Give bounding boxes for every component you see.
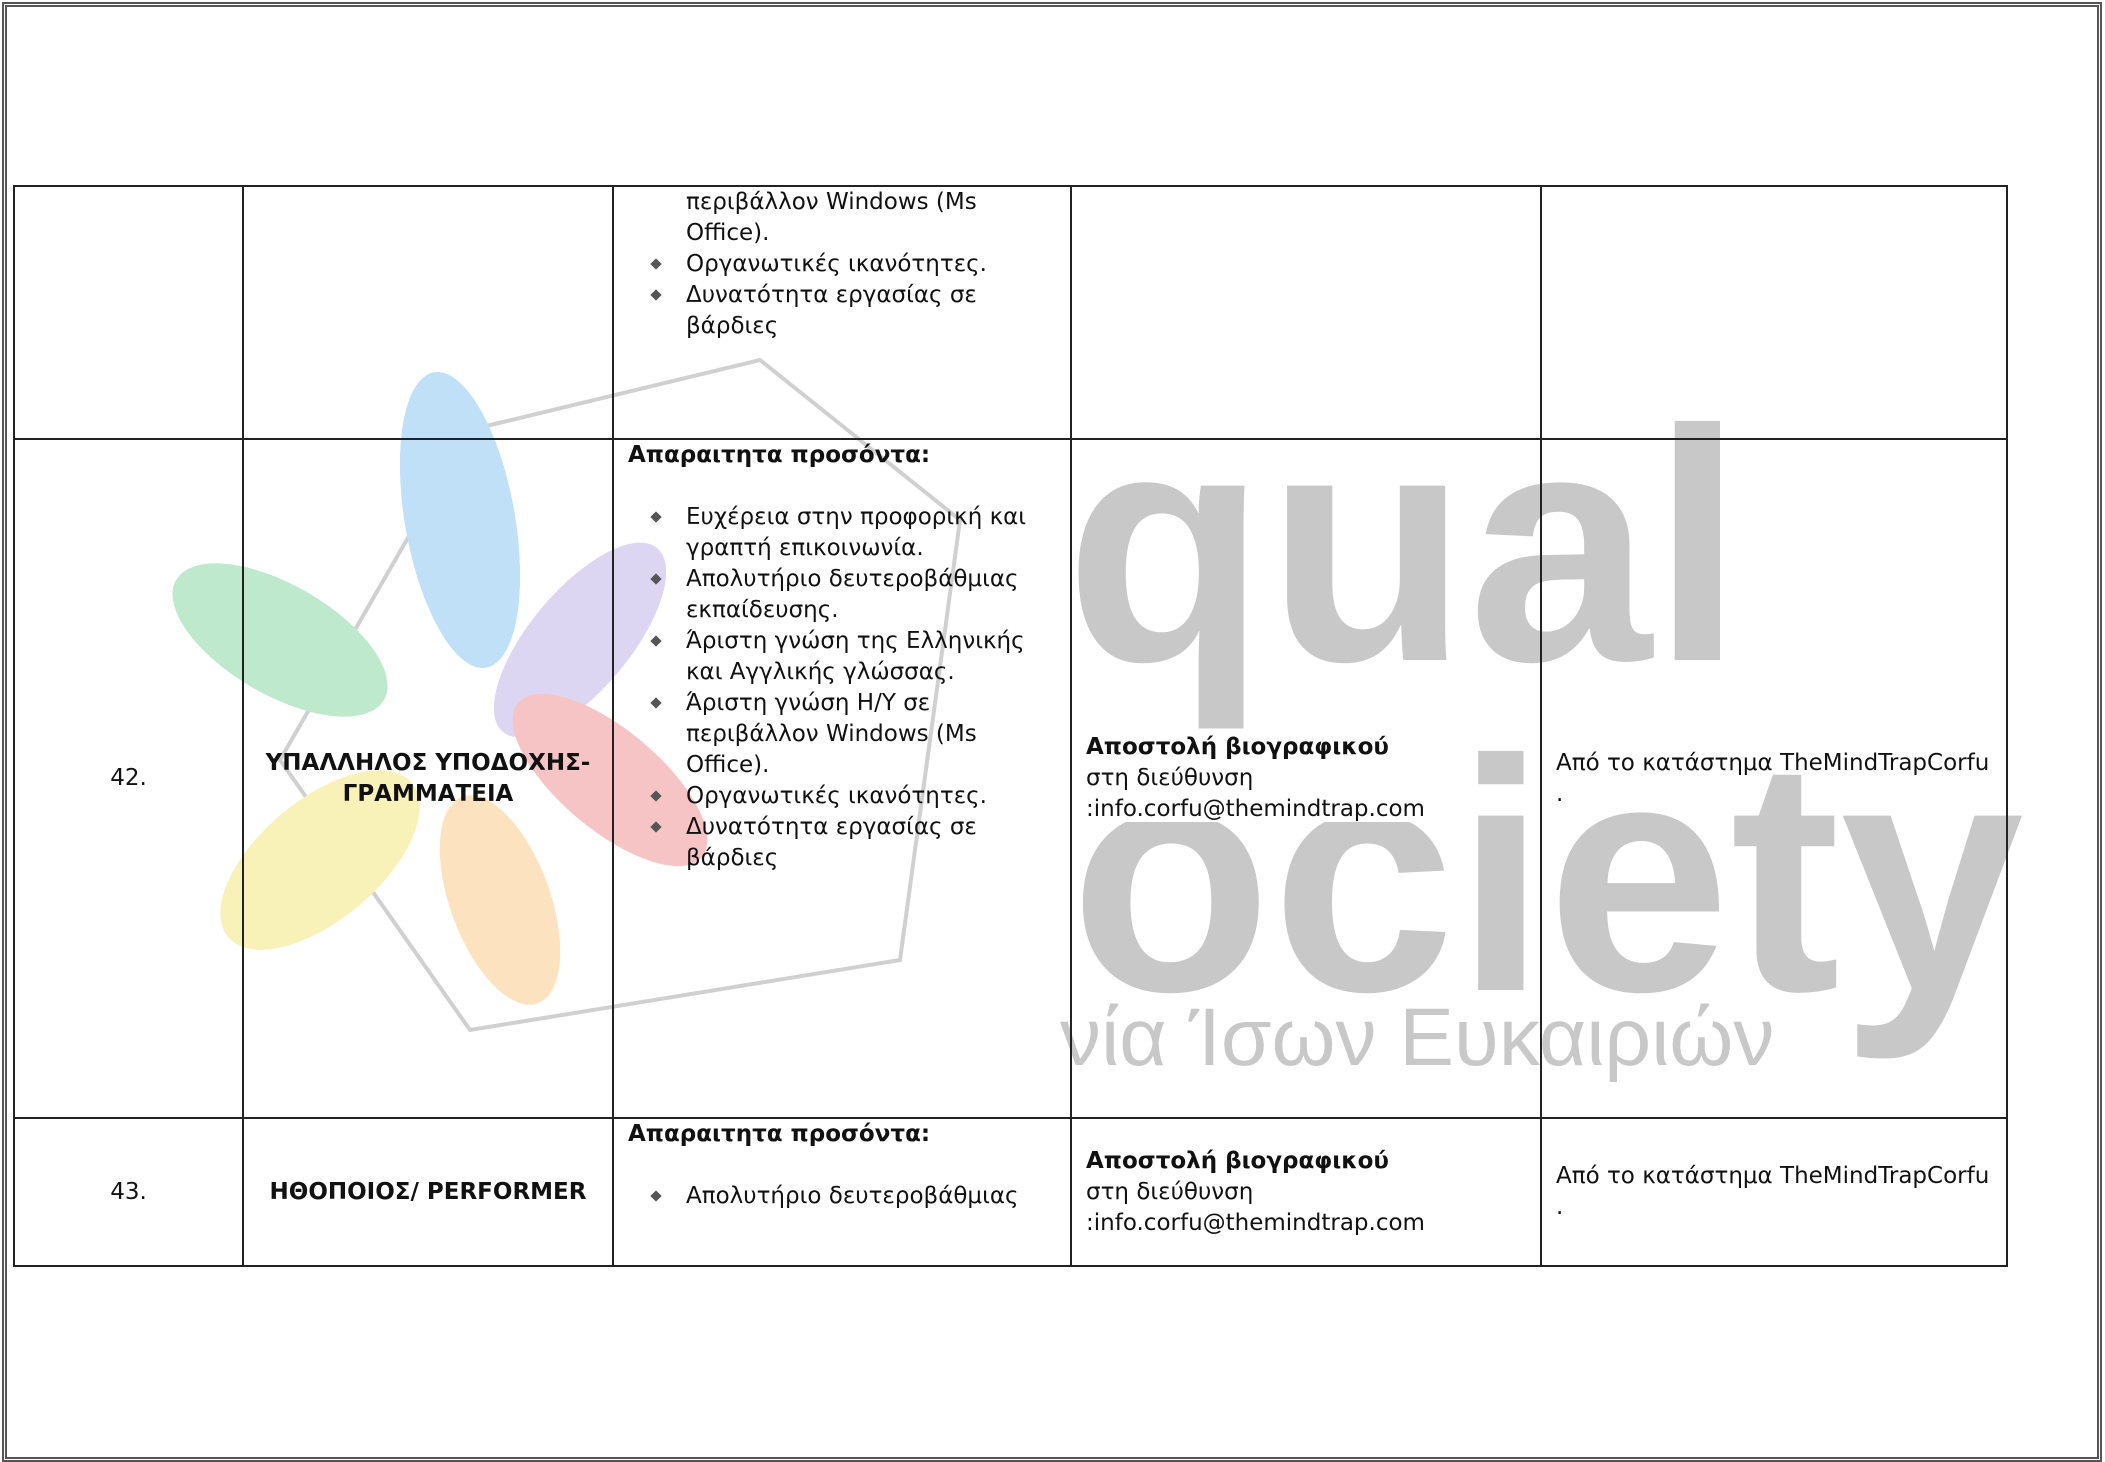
cell: περιβάλλον Windows (Ms Office). Οργανωτι… [612, 185, 1072, 440]
list-item: Οργανωτικές ικανότητες. [686, 249, 1056, 280]
list-item: Άριστη γνώση Η/Υ σε περιβάλλον Windows (… [686, 688, 1056, 781]
list: Απολυτήριο δευτεροβάθμιας [628, 1181, 1056, 1212]
cell [13, 185, 244, 440]
table-row: 43. ΗΘΟΠΟΙΟΣ/ PERFORMER Απαραιτητα προσό… [13, 1117, 2008, 1267]
list-heading: Απαραιτητα προσόντα: [628, 1121, 931, 1147]
list-item: Δυνατότητα εργασίας σε βάρδιες [686, 812, 1056, 874]
cell: Απαραιτητα προσόντα: Ευχέρεια στην προφο… [612, 438, 1072, 1119]
job-title: ΗΘΟΠΟΙΟΣ/ PERFORMER [242, 1117, 614, 1267]
email: :info.corfu@themindtrap.com [1086, 796, 1425, 822]
application-text: στη διεύθυνση [1086, 765, 1254, 791]
application-heading: Αποστολή βιογραφικού [1086, 1147, 1389, 1174]
cell: Αποστολή βιογραφικού στη διεύθυνση :info… [1070, 438, 1542, 1119]
list-continuation: περιβάλλον Windows (Ms Office). [686, 189, 977, 246]
location: Από το κατάστημα TheMindTrapCorfu . [1540, 438, 2008, 1119]
cell: Απαραιτητα προσόντα: Απολυτήριο δευτεροβ… [612, 1117, 1072, 1267]
table-row: περιβάλλον Windows (Ms Office). Οργανωτι… [13, 185, 2008, 440]
list-item: Δυνατότητα εργασίας σε βάρδιες [686, 280, 1056, 342]
list-heading: Απαραιτητα προσόντα: [628, 442, 931, 468]
email: :info.corfu@themindtrap.com [1086, 1209, 1425, 1236]
cell [1070, 185, 1542, 440]
cell [1540, 185, 2008, 440]
list-item: Οργανωτικές ικανότητες. [686, 781, 1056, 812]
application-text: στη διεύθυνση [1086, 1178, 1254, 1205]
list-item: Απολυτήριο δευτεροβάθμιας εκπαίδευσης. [686, 564, 1056, 626]
list: Οργανωτικές ικανότητες. Δυνατότητα εργασί… [628, 249, 1056, 342]
cell-content: Απαραιτητα προσόντα: Απολυτήριο δευτεροβ… [628, 1119, 1056, 1263]
cell [242, 185, 614, 440]
application-heading: Αποστολή βιογραφικού [1086, 734, 1389, 760]
list-item: Ευχέρεια στην προφορική και γραπτή επικο… [686, 502, 1056, 564]
row-number: 43. [13, 1117, 244, 1267]
job-title: ΥΠΑΛΛΗΛΟΣ ΥΠΟΔΟΧΗΣ-ΓΡΑΜΜΑΤΕΙΑ [242, 438, 614, 1119]
list-item: Άριστη γνώση της Ελληνικής και Αγγλικής … [686, 626, 1056, 688]
location: Από το κατάστημα TheMindTrapCorfu . [1540, 1117, 2008, 1267]
row-number: 42. [13, 438, 244, 1119]
list: Ευχέρεια στην προφορική και γραπτή επικο… [628, 502, 1056, 874]
cell: Αποστολή βιογραφικού στη διεύθυνση :info… [1070, 1117, 1542, 1267]
list-item: Απολυτήριο δευτεροβάθμιας [686, 1181, 1056, 1212]
jobs-table: περιβάλλον Windows (Ms Office). Οργανωτι… [13, 185, 2008, 1267]
table-row: 42. ΥΠΑΛΛΗΛΟΣ ΥΠΟΔΟΧΗΣ-ΓΡΑΜΜΑΤΕΙΑ Απαραι… [13, 438, 2008, 1119]
